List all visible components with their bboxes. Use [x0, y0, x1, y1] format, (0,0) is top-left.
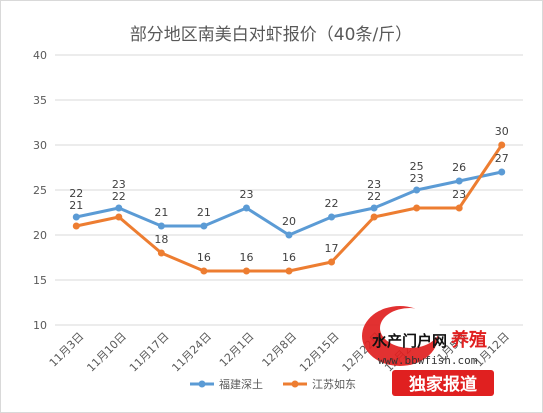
data-label: 22: [367, 190, 381, 203]
data-point: [413, 204, 421, 212]
y-tick-label: 40: [33, 49, 47, 62]
data-label: 26: [452, 161, 466, 174]
y-tick-label: 20: [33, 229, 47, 242]
data-label: 23: [112, 178, 126, 191]
data-point: [455, 204, 463, 212]
data-point: [498, 168, 506, 176]
data-label: 18: [154, 233, 168, 246]
data-label: 22: [69, 187, 83, 200]
data-labels: 2221232221182116231620162217232225232623…: [69, 125, 508, 264]
legend-marker-jiangsu: [291, 380, 299, 388]
data-point: [285, 267, 293, 275]
data-point: [370, 204, 378, 212]
data-point: [242, 267, 250, 275]
data-label: 22: [112, 190, 126, 203]
watermark-logo: 水产门户网 养殖 www.bbwfish.com 独家报道: [362, 306, 494, 396]
data-label: 23: [452, 188, 466, 201]
data-label: 23: [410, 172, 424, 185]
data-point: [328, 258, 336, 266]
data-point: [72, 213, 80, 221]
legend-marker-fujian: [198, 380, 206, 388]
data-point: [285, 231, 293, 239]
data-point: [157, 222, 165, 230]
x-tick-label: 11月24日: [169, 330, 214, 375]
series-group: [72, 141, 506, 275]
watermark-tagline: 独家报道: [409, 374, 477, 395]
y-axis: 10 15 20 25 30 35 40: [33, 49, 47, 332]
watermark-highlight: 养殖: [450, 329, 487, 351]
data-point: [72, 222, 80, 230]
watermark-site-name: 水产门户网: [372, 332, 447, 350]
y-tick-label: 25: [33, 184, 47, 197]
chart-title: 部分地区南美白对虾报价（40条/斤）: [130, 25, 412, 45]
watermark-swoosh-inner: [380, 308, 440, 348]
gridlines: [55, 54, 523, 326]
legend: 福建深土 江苏如东: [190, 377, 356, 391]
legend-label-fujian: 福建深土: [219, 377, 263, 391]
data-label: 30: [495, 125, 509, 138]
data-label: 21: [197, 206, 211, 219]
x-tick-label: 11月3日: [47, 330, 87, 370]
x-tick-label: 11月17日: [127, 330, 172, 375]
data-label: 27: [495, 152, 509, 165]
y-tick-label: 15: [33, 274, 47, 287]
y-tick-label: 35: [33, 94, 47, 107]
data-label: 25: [410, 160, 424, 173]
data-label: 20: [282, 215, 296, 228]
data-point: [370, 213, 378, 221]
y-tick-label: 10: [33, 319, 47, 332]
data-label: 23: [239, 188, 253, 201]
data-point: [115, 204, 123, 212]
data-label: 16: [282, 251, 296, 264]
x-tick-label: 11月10日: [84, 330, 129, 375]
data-point: [200, 267, 208, 275]
data-label: 17: [325, 242, 339, 255]
data-point: [498, 141, 506, 149]
x-tick-label: 12月15日: [297, 330, 342, 375]
data-point: [200, 222, 208, 230]
data-point: [413, 186, 421, 194]
data-label: 21: [154, 206, 168, 219]
data-point: [242, 204, 250, 212]
watermark-url: www.bbwfish.com: [378, 354, 478, 367]
data-point: [455, 177, 463, 185]
legend-label-jiangsu: 江苏如东: [312, 377, 356, 391]
y-tick-label: 30: [33, 139, 47, 152]
watermark-tag-bg: [392, 370, 494, 396]
data-label: 21: [69, 199, 83, 212]
data-point: [328, 213, 336, 221]
data-point: [157, 249, 165, 257]
data-label: 22: [325, 197, 339, 210]
data-point: [115, 213, 123, 221]
x-tick-label: 12月1日: [217, 330, 257, 370]
data-label: 16: [239, 251, 253, 264]
data-label: 16: [197, 251, 211, 264]
x-tick-label: 12月8日: [260, 330, 300, 370]
data-label: 23: [367, 178, 381, 191]
